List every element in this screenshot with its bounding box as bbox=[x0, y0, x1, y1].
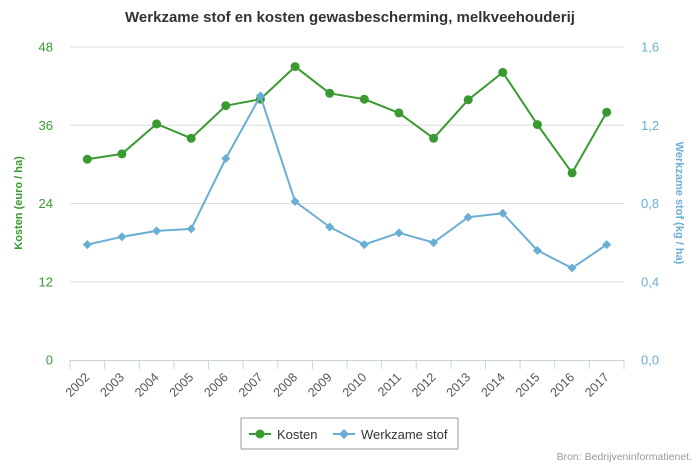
x-tick-label: 2007 bbox=[236, 370, 266, 400]
data-point-kosten[interactable] bbox=[117, 149, 127, 159]
data-point-werkzame-stof[interactable] bbox=[82, 240, 92, 250]
data-point-werkzame-stof[interactable] bbox=[463, 212, 473, 222]
data-point-werkzame-stof[interactable] bbox=[532, 245, 542, 255]
x-tick-label: 2016 bbox=[548, 370, 578, 400]
legend-kosten-label: Kosten bbox=[277, 427, 317, 442]
legend-item-werkzame-stof[interactable]: Werkzame stof bbox=[333, 427, 448, 442]
right-tick-label: 0,4 bbox=[641, 274, 659, 289]
data-point-kosten[interactable] bbox=[532, 120, 542, 130]
series-line-werkzame-stof bbox=[86, 94, 608, 270]
legend-werkzame-stof-label: Werkzame stof bbox=[361, 427, 448, 442]
credit-text[interactable]: Bron: Bedrijveninformatienet. bbox=[557, 451, 692, 463]
x-tick-label: 2011 bbox=[375, 370, 404, 399]
data-point-kosten[interactable] bbox=[186, 133, 196, 143]
x-tick-label: 2008 bbox=[271, 370, 301, 400]
data-point-kosten[interactable] bbox=[429, 133, 439, 143]
chart-title: Werkzame stof en kosten gewasbescherming… bbox=[125, 9, 575, 26]
data-point-kosten[interactable] bbox=[221, 101, 231, 111]
data-point-werkzame-stof[interactable] bbox=[394, 228, 404, 238]
right-tick-label: 1,2 bbox=[641, 118, 659, 133]
data-point-kosten[interactable] bbox=[359, 94, 369, 104]
data-point-werkzame-stof[interactable] bbox=[255, 91, 265, 101]
x-tick-label: 2004 bbox=[132, 370, 162, 400]
series-kosten[interactable] bbox=[82, 62, 612, 178]
data-point-werkzame-stof[interactable] bbox=[567, 263, 577, 273]
left-tick-label: 24 bbox=[39, 196, 53, 211]
x-tick-label: 2015 bbox=[513, 370, 543, 400]
x-tick-label: 2013 bbox=[444, 370, 474, 400]
data-point-werkzame-stof[interactable] bbox=[429, 238, 439, 248]
x-tick-label: 2017 bbox=[582, 370, 612, 400]
x-axis: 2002 2003 2004 2005 2006 2007 2008 2009 2010 2011… bbox=[63, 360, 625, 400]
legend-werkzame-stof-marker bbox=[339, 429, 349, 439]
data-point-kosten[interactable] bbox=[394, 108, 404, 118]
left-tick-label: 48 bbox=[39, 40, 53, 55]
data-point-kosten[interactable] bbox=[82, 154, 92, 164]
gridlines bbox=[70, 46, 624, 283]
data-point-kosten[interactable] bbox=[498, 67, 508, 77]
data-point-werkzame-stof[interactable] bbox=[221, 154, 231, 164]
data-point-werkzame-stof[interactable] bbox=[152, 226, 162, 236]
right-tick-label: 0,8 bbox=[641, 196, 659, 211]
x-tick-label: 2014 bbox=[478, 370, 508, 400]
x-tick-label: 2009 bbox=[305, 370, 335, 400]
data-point-kosten[interactable] bbox=[152, 119, 162, 129]
x-tick-label: 2003 bbox=[97, 370, 127, 400]
x-tick-label: 2006 bbox=[201, 370, 231, 400]
data-point-werkzame-stof[interactable] bbox=[290, 197, 300, 207]
x-tick-label: 2002 bbox=[63, 370, 93, 400]
data-point-kosten[interactable] bbox=[463, 95, 473, 105]
right-axis-ticks: 0,0 0,4 0,8 1,2 1,6 bbox=[641, 40, 659, 368]
x-tick-label: 2012 bbox=[409, 370, 439, 400]
series-layer bbox=[82, 62, 612, 273]
data-point-kosten[interactable] bbox=[325, 88, 335, 98]
left-axis-ticks: 0 12 24 36 48 bbox=[39, 40, 53, 368]
legend[interactable]: Kosten Werkzame stof bbox=[240, 417, 459, 450]
left-axis-title: Kosten (euro / ha) bbox=[13, 156, 25, 250]
series-werkzame-stof[interactable] bbox=[82, 91, 612, 273]
data-point-werkzame-stof[interactable] bbox=[359, 240, 369, 250]
left-tick-label: 0 bbox=[46, 353, 53, 368]
data-point-kosten[interactable] bbox=[602, 107, 612, 117]
data-point-werkzame-stof[interactable] bbox=[602, 240, 612, 250]
x-tick-label: 2005 bbox=[167, 370, 197, 400]
data-point-kosten[interactable] bbox=[290, 62, 300, 72]
x-tick-label: 2010 bbox=[340, 370, 370, 400]
right-tick-label: 1,6 bbox=[641, 40, 659, 55]
data-point-kosten[interactable] bbox=[567, 168, 577, 178]
series-line-kosten bbox=[86, 65, 608, 174]
data-point-werkzame-stof[interactable] bbox=[117, 232, 127, 242]
data-point-werkzame-stof[interactable] bbox=[498, 208, 508, 218]
legend-item-kosten[interactable]: Kosten bbox=[249, 427, 317, 442]
left-tick-label: 12 bbox=[39, 274, 53, 289]
right-axis-title: Werkzame stof (kg / ha) bbox=[673, 142, 685, 265]
right-tick-label: 0,0 bbox=[641, 353, 659, 368]
data-point-werkzame-stof[interactable] bbox=[186, 224, 196, 234]
data-point-werkzame-stof[interactable] bbox=[325, 222, 335, 232]
legend-kosten-marker bbox=[255, 429, 265, 439]
left-tick-label: 36 bbox=[39, 118, 53, 133]
